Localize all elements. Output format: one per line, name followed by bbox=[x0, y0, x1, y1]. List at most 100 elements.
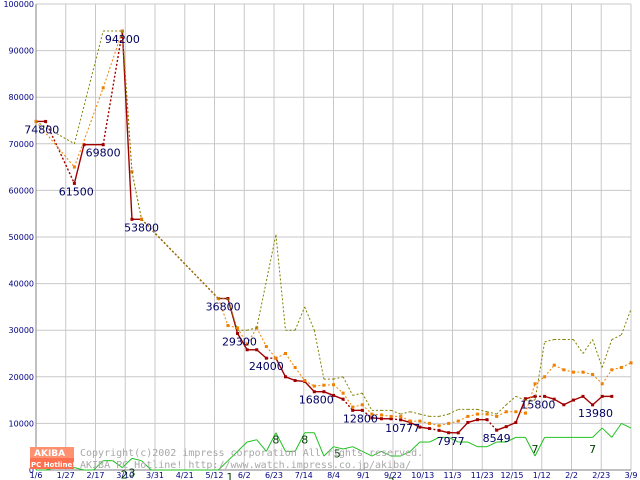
x-tick-label: 11/23 bbox=[471, 471, 494, 480]
series-max-segment bbox=[227, 298, 239, 331]
series-min-segment bbox=[438, 429, 449, 434]
series-min-point bbox=[447, 431, 451, 435]
series-avg-point bbox=[226, 324, 230, 328]
x-tick-label: 1/12 bbox=[533, 471, 551, 480]
series-avg-point bbox=[245, 342, 249, 346]
series-max-segment bbox=[304, 306, 315, 331]
series-avg-point bbox=[591, 372, 595, 376]
series-count-segment bbox=[592, 427, 603, 438]
series-avg-segment bbox=[419, 420, 430, 424]
series-min-segment bbox=[275, 357, 287, 378]
series-avg-point bbox=[72, 165, 76, 169]
series-min-point bbox=[370, 416, 374, 420]
x-tick-label: 6/23 bbox=[265, 471, 283, 480]
series-max-segment bbox=[410, 411, 420, 415]
series-min-point bbox=[437, 428, 441, 432]
series-count-segment bbox=[141, 460, 152, 471]
series-max-segment bbox=[275, 234, 287, 331]
y-tick-label: 10000 bbox=[9, 419, 34, 428]
series-count-segment bbox=[275, 432, 286, 452]
series-min-segment bbox=[236, 333, 248, 351]
series-count-segment bbox=[256, 439, 267, 452]
series-avg-segment bbox=[544, 364, 555, 378]
series-avg-segment bbox=[563, 369, 574, 373]
count-data-label: 1 bbox=[226, 471, 233, 480]
series-avg-point bbox=[581, 370, 585, 374]
series-min-segment bbox=[467, 418, 478, 424]
series-avg-segment bbox=[601, 369, 613, 385]
series-min-point bbox=[581, 394, 585, 398]
series-min-point bbox=[562, 403, 566, 407]
y-tick-label: 50000 bbox=[9, 233, 34, 242]
series-avg-point bbox=[485, 412, 489, 416]
series-max-segment bbox=[131, 171, 143, 220]
watermark-line2: AKIBA PC Hotline! http://www.watch.impre… bbox=[80, 460, 411, 471]
price-data-label: 69800 bbox=[86, 147, 121, 160]
series-min-segment bbox=[573, 395, 584, 401]
series-avg-point bbox=[303, 379, 307, 383]
series-count-segment bbox=[409, 441, 421, 452]
series-avg-segment bbox=[275, 353, 286, 359]
count-data-label: 3 bbox=[388, 476, 395, 480]
series-min-segment bbox=[256, 349, 267, 359]
series-max-segment bbox=[352, 392, 363, 396]
price-data-label: 15800 bbox=[520, 398, 555, 411]
x-tick-label: 5/12 bbox=[206, 471, 224, 480]
series-min-point bbox=[44, 119, 48, 123]
series-avg-segment bbox=[304, 380, 315, 387]
price-data-label: 12800 bbox=[343, 412, 378, 425]
series-avg-segment bbox=[458, 415, 469, 422]
series-max-segment bbox=[73, 30, 104, 144]
price-data-label: 24000 bbox=[249, 360, 284, 373]
badge-bottom bbox=[30, 458, 74, 469]
series-min-point bbox=[379, 417, 383, 421]
series-count-segment bbox=[467, 441, 478, 448]
series-count-segment bbox=[534, 437, 546, 457]
series-min-point bbox=[72, 181, 76, 185]
series-avg-point bbox=[351, 405, 355, 409]
series-count-segment bbox=[74, 467, 85, 471]
x-tick-label: 2/23 bbox=[592, 471, 610, 480]
x-tick-label: 9/22 bbox=[384, 471, 402, 480]
series-avg-segment bbox=[534, 376, 545, 385]
series-min-segment bbox=[333, 394, 344, 400]
series-min-point bbox=[264, 356, 268, 360]
series-avg-point bbox=[610, 368, 614, 372]
series-min-point bbox=[341, 397, 345, 401]
series-avg-segment bbox=[524, 383, 536, 414]
series-max-segment bbox=[544, 339, 555, 343]
x-tick-label: 2/17 bbox=[87, 471, 105, 480]
price-data-label: 36800 bbox=[206, 301, 241, 314]
x-tick-label: 10/13 bbox=[411, 471, 434, 480]
series-avg-point bbox=[562, 368, 566, 372]
series-avg-point bbox=[399, 414, 403, 418]
series-count-segment bbox=[371, 450, 382, 457]
series-avg-point bbox=[552, 363, 556, 367]
count-data-label: 3 bbox=[128, 466, 135, 479]
series-min-segment bbox=[544, 395, 555, 400]
series-min-point bbox=[399, 418, 403, 422]
y-tick-label: 20000 bbox=[9, 373, 34, 382]
series-min-point bbox=[427, 427, 431, 431]
price-data-label: 10777 bbox=[385, 422, 420, 435]
series-min-segment bbox=[419, 426, 430, 430]
x-tick-label: 3/9 bbox=[625, 471, 638, 480]
series-avg-segment bbox=[294, 367, 306, 381]
series-avg-segment bbox=[35, 121, 75, 168]
series-min-point bbox=[591, 403, 595, 407]
x-tick-label: 9/1 bbox=[357, 471, 370, 480]
series-avg-point bbox=[571, 370, 575, 374]
series-min-point bbox=[610, 394, 614, 398]
grid bbox=[35, 3, 632, 471]
series-min-segment bbox=[592, 395, 603, 406]
x-tick-label: 2/2 bbox=[565, 471, 578, 480]
series-max-segment bbox=[419, 413, 430, 417]
series-min-point bbox=[255, 348, 259, 352]
series-max-segment bbox=[247, 327, 257, 331]
series-min-point bbox=[332, 393, 335, 397]
series-avg-segment bbox=[621, 362, 632, 368]
series-count-segment bbox=[352, 446, 363, 452]
series-max-segment bbox=[611, 334, 622, 340]
